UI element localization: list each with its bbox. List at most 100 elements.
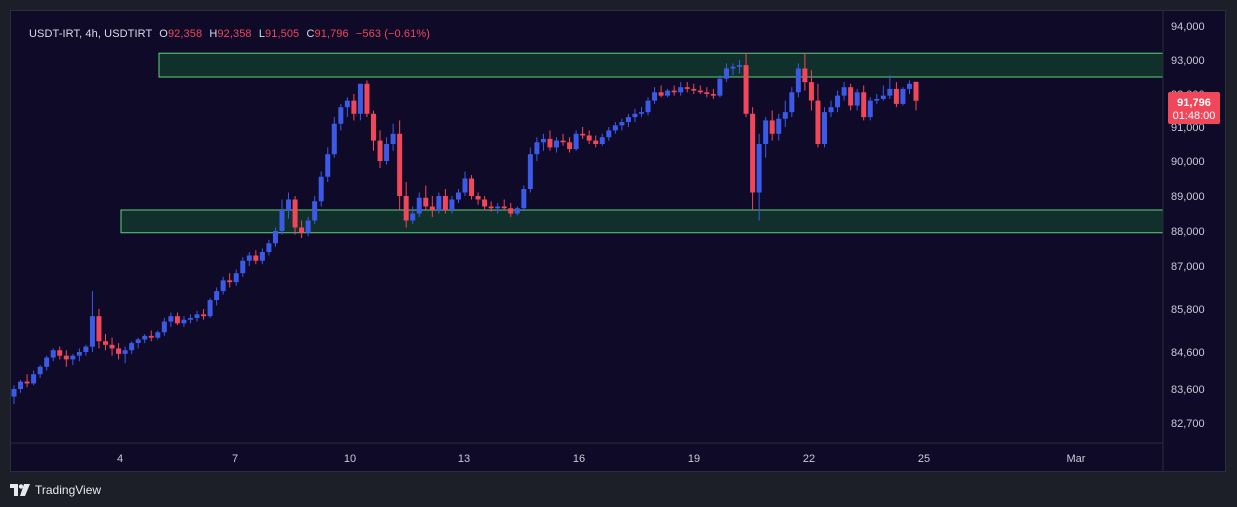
zone-support[interactable] <box>120 209 1164 234</box>
footer[interactable]: TradingView <box>10 482 101 498</box>
candle-body <box>763 120 769 144</box>
candle <box>625 113 631 127</box>
candle <box>580 127 586 139</box>
candle-body <box>527 154 533 189</box>
candle <box>488 201 494 212</box>
candle <box>384 137 390 165</box>
candle-body <box>684 87 690 89</box>
candle-body <box>436 196 442 210</box>
candle-body <box>292 199 298 228</box>
candle <box>344 97 350 118</box>
candle <box>808 70 814 111</box>
candle-body <box>325 154 331 177</box>
candle <box>357 83 363 121</box>
candle <box>501 199 507 210</box>
candle-body <box>194 314 200 318</box>
candle <box>560 133 566 146</box>
candle <box>508 203 514 217</box>
candle-body <box>854 92 860 106</box>
candle-body <box>841 87 847 96</box>
candle-body <box>547 138 553 148</box>
candle <box>89 291 95 352</box>
candle <box>612 122 618 134</box>
candle <box>665 88 671 98</box>
candle <box>299 220 305 238</box>
x-tick-label: 19 <box>688 453 700 465</box>
zones-layer <box>120 52 1164 234</box>
candle-body <box>567 142 573 150</box>
candle-body <box>135 339 141 344</box>
candle-body <box>410 213 416 221</box>
candle <box>103 334 109 351</box>
candle-body <box>835 95 841 108</box>
candle <box>469 175 475 200</box>
zone-resistance[interactable] <box>158 52 1164 78</box>
candle-body <box>874 98 880 101</box>
candle <box>142 334 148 344</box>
candle <box>201 309 207 320</box>
candle <box>913 81 919 111</box>
candle <box>867 97 873 121</box>
candle <box>645 97 651 116</box>
candle <box>678 82 684 96</box>
candle-body <box>802 68 808 83</box>
candle <box>750 107 756 210</box>
candle <box>312 196 318 224</box>
candle-body <box>913 81 919 101</box>
candle <box>442 189 448 214</box>
candle <box>854 88 860 111</box>
candle-body <box>318 176 324 202</box>
candle-body <box>769 120 775 134</box>
candle-body <box>148 335 154 338</box>
candle-body <box>828 107 834 113</box>
candle <box>37 364 43 378</box>
candle-body <box>259 252 265 261</box>
candle <box>475 192 481 205</box>
open-value: 92,358 <box>167 28 203 40</box>
candle <box>259 248 265 265</box>
candle <box>246 252 252 266</box>
candle-body <box>821 112 827 144</box>
candle-body <box>187 317 193 320</box>
chart-frame[interactable]: 94,00093,00092,00091,00090,00089,00088,0… <box>10 10 1227 473</box>
candle <box>671 85 677 96</box>
candle <box>436 192 442 214</box>
candle-body <box>475 196 481 200</box>
close-label: C <box>306 28 315 40</box>
candle <box>737 60 743 74</box>
candle-body <box>31 374 37 384</box>
candle <box>50 348 56 362</box>
candle <box>220 276 226 295</box>
candle-body <box>743 65 749 114</box>
candle <box>815 83 821 148</box>
chart-canvas[interactable]: 94,00093,00092,00091,00090,00089,00088,0… <box>11 11 1227 473</box>
candle <box>743 53 749 118</box>
candle-body <box>214 291 220 301</box>
candle <box>697 85 703 94</box>
candle-body <box>625 117 631 123</box>
candle-body <box>11 389 17 397</box>
candle-body <box>710 94 716 96</box>
candle <box>482 196 488 210</box>
candle-body <box>717 78 723 96</box>
candle-body <box>266 243 272 252</box>
candle-body <box>370 113 376 141</box>
candle-body <box>89 316 95 347</box>
candle <box>906 80 912 94</box>
tradingview-logo-icon <box>10 484 30 496</box>
candle-body <box>848 87 854 106</box>
candle <box>887 75 893 99</box>
candle-body <box>96 316 102 342</box>
candle-body <box>312 201 318 221</box>
price-badge-bg <box>1168 92 1220 124</box>
candle-body <box>861 92 867 118</box>
candle <box>305 217 311 237</box>
candle-body <box>207 300 213 317</box>
candle <box>593 135 599 148</box>
candle-body <box>129 343 135 351</box>
candle <box>527 147 533 193</box>
candle <box>338 103 344 131</box>
open-label: O <box>159 28 168 40</box>
candle-body <box>789 92 795 113</box>
candle <box>83 344 89 356</box>
